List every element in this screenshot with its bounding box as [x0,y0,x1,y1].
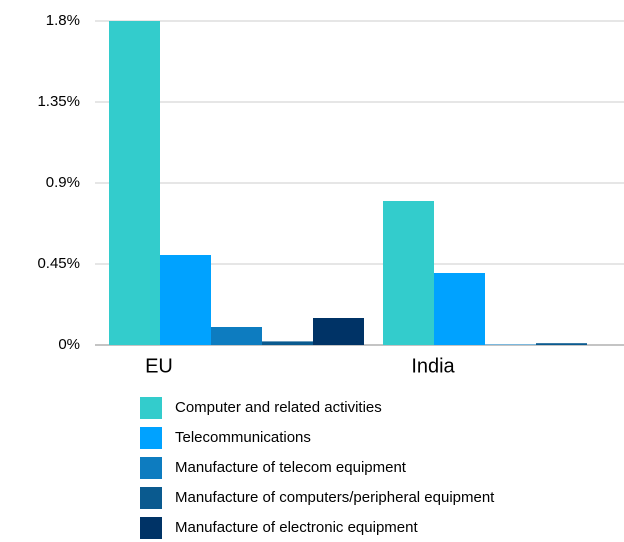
bar [536,343,587,345]
bar [262,341,313,345]
legend-swatch [140,427,162,449]
legend-label: Computer and related activities [175,399,382,416]
bar [211,327,262,345]
legend-label: Manufacture of electronic equipment [175,519,418,536]
y-tick-label: 1.8% [46,12,80,29]
y-tick-label: 0.45% [37,255,80,272]
x-tick-label: EU [145,355,173,377]
legend-swatch [140,397,162,419]
legend-swatch [140,517,162,539]
legend-label: Manufacture of computers/peripheral equi… [175,489,495,506]
legend-label: Telecommunications [175,429,311,446]
x-tick-label: India [411,355,455,377]
legend-swatch [140,487,162,509]
legend-swatch [140,457,162,479]
legend-label: Manufacture of telecom equipment [175,459,407,476]
y-tick-label: 0.9% [46,174,80,191]
bar [383,201,434,345]
bar [485,344,536,345]
bar [109,21,160,345]
y-tick-label: 0% [58,336,80,353]
bar [434,273,485,345]
bar [313,318,364,345]
bar [160,255,211,345]
y-tick-label: 1.35% [37,93,80,110]
